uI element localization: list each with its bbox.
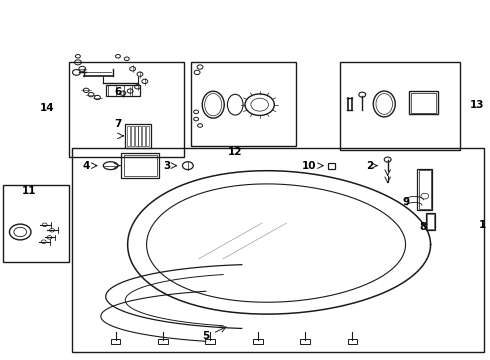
Text: 10: 10	[302, 161, 317, 171]
Bar	[72, 148, 485, 352]
Text: 12: 12	[228, 147, 243, 157]
Bar	[419, 170, 431, 210]
Bar	[125, 125, 151, 148]
Bar	[417, 169, 432, 211]
Bar	[409, 91, 438, 114]
Bar	[131, 126, 134, 146]
Bar	[147, 126, 149, 146]
Bar	[111, 339, 121, 344]
Bar	[427, 214, 434, 229]
Text: 13: 13	[470, 100, 484, 110]
Bar	[139, 126, 142, 146]
Text: 14: 14	[40, 103, 54, 113]
Bar	[135, 126, 138, 146]
Bar	[300, 339, 310, 344]
Bar	[3, 185, 69, 262]
Bar	[253, 339, 263, 344]
Bar	[411, 93, 436, 113]
Text: 11: 11	[22, 186, 36, 197]
Text: 3: 3	[163, 161, 171, 171]
Text: 6: 6	[114, 87, 122, 97]
Bar	[124, 155, 157, 176]
Bar	[426, 213, 435, 230]
Text: 8: 8	[420, 222, 427, 231]
Text: 7: 7	[114, 120, 122, 129]
Bar	[205, 339, 215, 344]
Text: 1: 1	[478, 220, 486, 230]
Bar	[122, 153, 159, 178]
Bar	[340, 62, 460, 149]
Bar	[127, 126, 130, 146]
Text: 4: 4	[82, 161, 90, 171]
Bar	[143, 126, 146, 146]
Text: 2: 2	[366, 161, 373, 171]
Bar	[158, 339, 168, 344]
Bar	[347, 339, 357, 344]
Bar	[328, 163, 335, 168]
Bar	[106, 85, 140, 96]
Bar	[191, 62, 296, 146]
Bar	[69, 62, 184, 157]
Text: 5: 5	[202, 331, 210, 341]
Text: 9: 9	[403, 197, 410, 207]
